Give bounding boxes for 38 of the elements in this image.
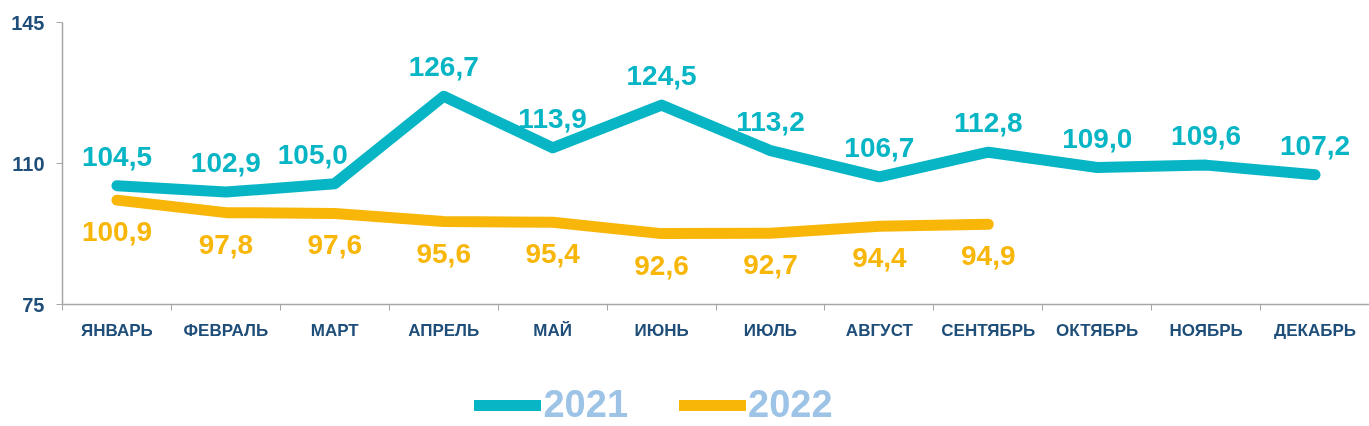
data-label: 124,5 xyxy=(626,60,697,92)
data-label: 113,2 xyxy=(736,105,805,137)
x-tick-label: ДЕКАБРЬ xyxy=(1274,320,1356,340)
data-label: 113,9 xyxy=(518,102,587,134)
y-tick-label: 75 xyxy=(22,293,45,316)
x-tick-label: НОЯБРЬ xyxy=(1169,320,1243,340)
y-tick-label: 145 xyxy=(11,11,45,34)
data-label: 104,5 xyxy=(81,140,152,172)
data-label: 95,6 xyxy=(416,237,471,269)
x-tick-label: ИЮЛЬ xyxy=(743,320,798,340)
data-label: 94,9 xyxy=(961,240,1016,272)
x-tick-label: АПРЕЛЬ xyxy=(408,320,480,340)
data-label: 109,0 xyxy=(1062,122,1133,154)
data-label: 92,6 xyxy=(634,249,689,281)
x-tick-label: ФЕВРАЛЬ xyxy=(183,320,269,340)
data-label: 105,0 xyxy=(277,138,348,170)
x-tick-label: ЯНВАРЬ xyxy=(81,320,153,340)
data-label: 97,6 xyxy=(307,229,363,261)
data-label: 100,9 xyxy=(81,216,152,248)
legend-label: 2021 xyxy=(543,383,629,426)
x-tick-label: СЕНТЯБРЬ xyxy=(941,320,1036,340)
legend-label: 2022 xyxy=(748,383,833,426)
data-label: 92,7 xyxy=(743,249,798,281)
data-label: 106,7 xyxy=(844,131,915,163)
x-tick-label: ОКТЯБРЬ xyxy=(1056,320,1139,340)
x-tick-label: МАЙ xyxy=(533,320,572,340)
y-tick-label: 110 xyxy=(12,152,45,175)
data-label: 112,8 xyxy=(954,107,1023,139)
data-label: 95,4 xyxy=(525,238,581,270)
data-label: 102,9 xyxy=(190,147,261,179)
x-tick-label: МАРТ xyxy=(310,320,360,340)
data-label: 126,7 xyxy=(408,51,479,83)
data-label: 97,8 xyxy=(198,228,254,260)
x-tick-label: АВГУСТ xyxy=(845,320,914,340)
data-label: 94,4 xyxy=(852,242,908,274)
x-tick-label: ИЮНЬ xyxy=(634,320,689,340)
data-label: 107,2 xyxy=(1280,129,1351,161)
data-label: 109,6 xyxy=(1171,120,1242,152)
